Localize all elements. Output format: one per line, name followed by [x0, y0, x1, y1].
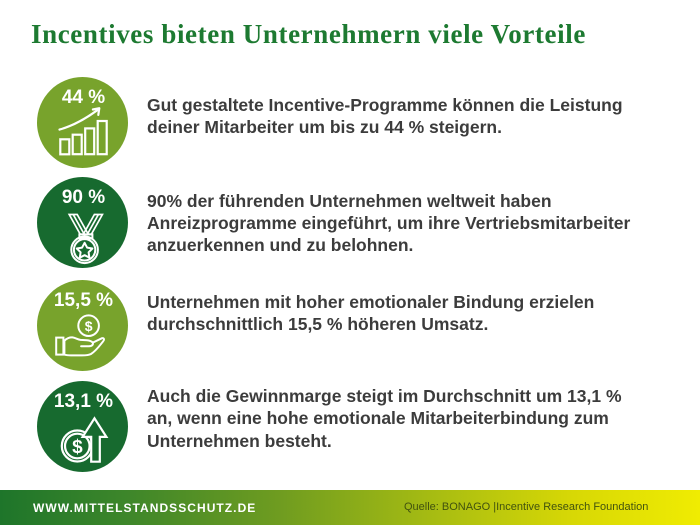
svg-text:$: $ — [85, 318, 93, 334]
svg-text:$: $ — [72, 437, 83, 458]
